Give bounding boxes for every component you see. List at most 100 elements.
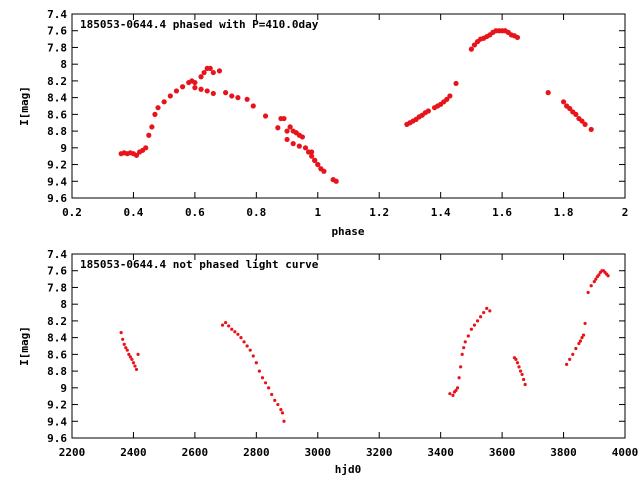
data-point [309, 153, 315, 159]
y-tick-label: 9.4 [47, 175, 67, 188]
data-point [284, 136, 290, 143]
data-point [173, 88, 180, 94]
tick-marks [71, 253, 626, 439]
data-point [565, 362, 569, 366]
data-point [466, 334, 470, 338]
y-axis-label: I[mag] [18, 326, 31, 366]
data-point [167, 93, 173, 99]
x-tick-label: 2800 [243, 446, 270, 459]
data-point [284, 128, 290, 134]
data-point [571, 352, 575, 356]
x-tick-label: 0.6 [185, 206, 205, 219]
data-point [149, 124, 155, 130]
data-point [119, 331, 123, 335]
data-point [236, 332, 240, 336]
data-point [227, 324, 231, 328]
x-tick-label: 3400 [427, 446, 454, 459]
data-points [119, 269, 610, 423]
data-point [451, 393, 455, 397]
x-tick-label: 2 [622, 206, 629, 219]
data-point [136, 352, 140, 356]
x-tick-label: 0.8 [246, 206, 266, 219]
y-tick-label: 9.6 [47, 192, 67, 205]
x-tick-label: 3000 [305, 446, 332, 459]
x-tick-label: 3600 [489, 446, 516, 459]
data-point [455, 386, 460, 390]
data-point [146, 132, 152, 138]
data-point [582, 121, 588, 127]
unphased-light-curve-panel: 2200 2400 2600 2800 3000 3200 3400 3600 3800 4000… [18, 248, 638, 476]
y-tick-label: 9 [60, 382, 67, 395]
data-point [520, 372, 524, 377]
y-tick-label: 7.6 [47, 265, 67, 278]
data-point [245, 344, 249, 348]
data-point [560, 99, 567, 105]
y-tick-label: 8.4 [47, 332, 67, 345]
data-points [118, 28, 594, 184]
y-tick-label: 8.2 [47, 315, 67, 328]
data-point [312, 157, 318, 163]
data-point [333, 178, 339, 184]
data-point [475, 319, 480, 323]
y-tick-label: 7.8 [47, 41, 67, 54]
plot-frame [71, 13, 626, 199]
y-tick-label: 8.8 [47, 365, 67, 378]
data-point [515, 361, 520, 365]
data-point [254, 361, 258, 365]
data-point [250, 103, 256, 109]
data-point [233, 330, 237, 334]
y-tick-label: 8.2 [47, 75, 67, 88]
y-tick-label: 7.4 [47, 248, 67, 261]
x-tick-label: 1.2 [369, 206, 389, 219]
data-point [581, 333, 586, 337]
data-point [578, 339, 583, 343]
data-point [580, 336, 584, 340]
data-point [127, 352, 131, 356]
data-point [229, 93, 235, 99]
y-tick-labels: 7.4 7.6 7.8 8 8.2 8.4 8.6 8.8 9 9.2 9.4 9.6 [47, 248, 67, 445]
y-tick-label: 7.6 [47, 25, 67, 38]
y-tick-label: 9.4 [47, 415, 67, 428]
data-point [471, 42, 478, 48]
y-tick-label: 9.2 [47, 399, 67, 412]
plot-frame [71, 253, 626, 439]
data-point [220, 323, 225, 327]
data-point [517, 365, 521, 369]
y-tick-label: 9.6 [47, 432, 67, 445]
data-point [248, 348, 252, 352]
data-point [514, 357, 518, 361]
data-point [263, 381, 268, 385]
data-point [251, 354, 255, 358]
data-point [518, 369, 523, 373]
data-point [290, 141, 296, 147]
data-point [302, 145, 309, 151]
x-axis-label: hjd0 [335, 463, 362, 476]
data-point [155, 105, 161, 111]
y-tick-label: 7.4 [47, 8, 67, 21]
data-point [276, 402, 280, 407]
data-point [143, 145, 149, 151]
data-point [459, 365, 463, 369]
data-point [588, 126, 594, 133]
data-point [299, 134, 306, 140]
data-point [589, 284, 593, 288]
tick-marks [71, 13, 626, 199]
y-tick-labels: 7.4 7.6 7.8 8 8.2 8.4 8.6 8.8 9 9.2 9.4 9.6 [47, 8, 67, 205]
y-tick-label: 7.8 [47, 281, 67, 294]
data-point [460, 352, 464, 356]
data-point [567, 105, 573, 112]
data-point [270, 392, 274, 397]
x-tick-label: 0.2 [62, 206, 82, 219]
data-point [488, 309, 492, 313]
data-point [444, 96, 450, 102]
data-point [574, 346, 578, 351]
x-tick-label: 1.6 [492, 206, 512, 219]
x-tick-labels: 2200 2400 2600 2800 3000 3200 3400 3600 3800 4000 [59, 446, 639, 459]
data-point [447, 93, 453, 99]
data-point [454, 388, 458, 392]
data-point [201, 69, 207, 76]
phased-light-curve-panel: 0.2 0.4 0.6 0.8 1 1.2 1.4 1.6 1.8 2 7.4 7.6 7.8 8 8.2… [18, 8, 628, 238]
data-point [282, 419, 286, 423]
data-point [281, 115, 287, 122]
y-tick-label: 9.2 [47, 159, 67, 172]
